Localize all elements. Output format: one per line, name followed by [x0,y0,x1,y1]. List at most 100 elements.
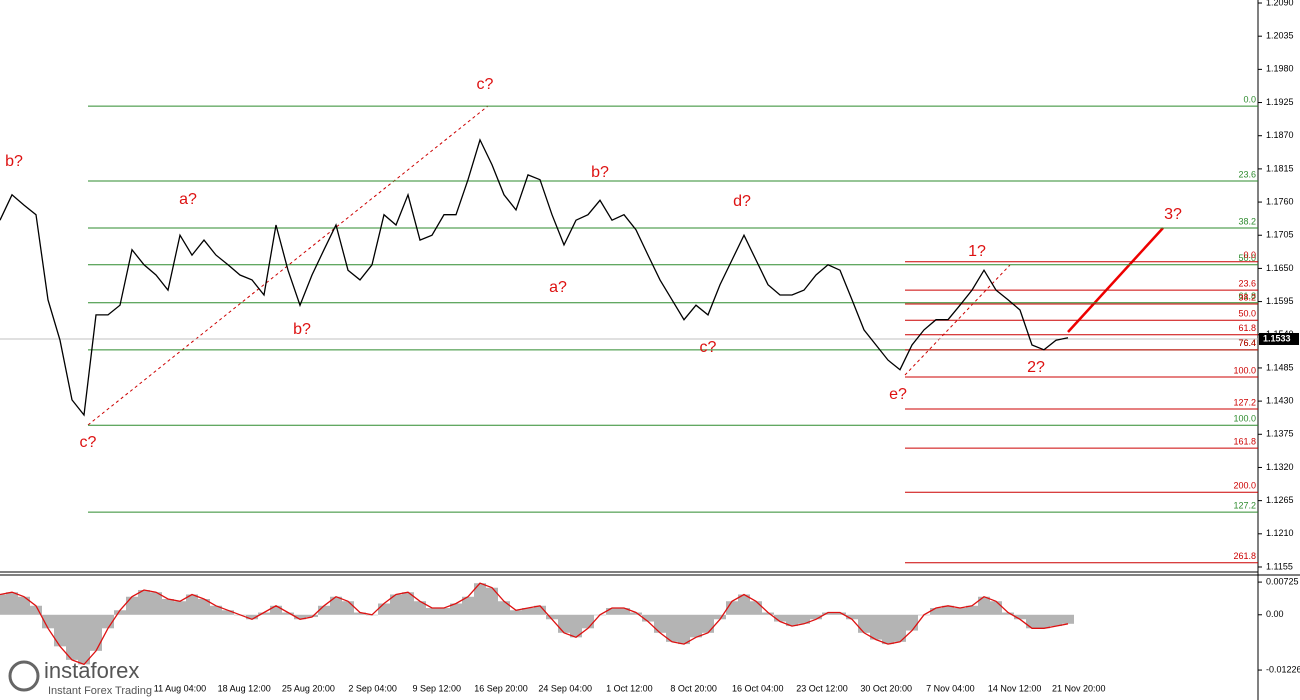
y-tick-label: 1.1155 [1266,561,1293,571]
osc-bar [138,589,150,615]
y-tick-label: 1.1210 [1266,528,1294,538]
osc-bar [666,614,678,642]
osc-bar [762,612,774,615]
wave-label: a? [549,279,567,296]
osc-bar [210,605,222,615]
osc-bar [1026,614,1038,629]
y-tick-label: 1.2090 [1266,0,1294,7]
osc-bar [690,614,702,638]
osc-bar [1050,614,1062,627]
y-tick-label: 1.1705 [1266,230,1294,240]
osc-bar [294,614,306,620]
fib-label: 23.6 [1238,169,1256,179]
osc-bar [30,605,42,615]
osc-bar [534,605,546,615]
osc-bar [450,603,462,615]
y-tick-label: 1.1595 [1266,296,1294,306]
price-line [0,138,1069,417]
trend-dashed [87,105,489,426]
osc-tick-label: -0.01226 [1266,664,1300,674]
fib-label: 50.0 [1238,309,1256,319]
x-tick-label: 23 Oct 12:00 [796,683,848,693]
osc-bar [522,608,534,615]
osc-tick-label: 0.00725 [1266,576,1299,586]
osc-bar [222,610,234,615]
fib-label: 61.8 [1238,291,1256,301]
x-tick-label: 30 Oct 20:00 [860,683,912,693]
y-tick-label: 1.1980 [1266,64,1294,74]
x-tick-label: 7 Nov 04:00 [926,683,975,693]
x-tick-label: 1 Oct 12:00 [606,683,653,693]
osc-bar [78,614,90,665]
y-tick-label: 1.1485 [1266,362,1294,372]
osc-bar [966,605,978,615]
osc-bar [318,605,330,615]
osc-bar [618,608,630,615]
x-tick-label: 16 Sep 20:00 [474,683,528,693]
fib-label: 100.0 [1233,414,1256,424]
x-tick-label: 16 Oct 04:00 [732,683,784,693]
osc-bar [198,598,210,615]
fib-label: 23.6 [1238,279,1256,289]
x-tick-label: 2 Sep 04:00 [348,683,397,693]
logo: instaforex Instant Forex Trading [8,658,152,697]
wave-label: b? [591,164,609,181]
osc-bar [414,601,426,615]
osc-bar [702,614,714,633]
osc-bar [6,592,18,615]
osc-bar [990,601,1002,615]
osc-bar [738,594,750,615]
osc-bar [786,614,798,627]
wave-label: c? [700,339,717,356]
osc-bar [894,614,906,642]
osc-bar [942,605,954,615]
osc-bar [390,594,402,615]
osc-bar [18,596,30,615]
osc-bar [42,614,54,629]
fib-label: 50.0 [1238,253,1256,263]
osc-bar [750,601,762,615]
logo-name: instaforex [44,658,139,683]
osc-bar [1038,614,1050,629]
logo-icon [8,660,40,692]
osc-bar [0,594,6,615]
osc-bar [258,612,270,615]
fib-label: 261.8 [1233,551,1256,561]
forecast-arrow [1067,227,1164,333]
y-tick-label: 1.1265 [1266,495,1294,505]
x-tick-label: 9 Sep 12:00 [413,683,462,693]
wave-label: a? [179,191,197,208]
logo-tagline: Instant Forex Trading [48,685,152,697]
osc-tick-label: 0.00 [1266,609,1284,619]
osc-bar [630,612,642,615]
osc-bar [678,614,690,645]
osc-bar [162,598,174,615]
osc-bar [498,601,510,615]
wave-label: 3? [1164,206,1182,223]
osc-bar [66,614,78,660]
osc-bar [1002,612,1014,615]
osc-bar [282,612,294,615]
osc-bar [642,614,654,622]
osc-bar [546,614,558,620]
osc-bar [810,614,822,620]
osc-bar [54,614,66,647]
osc-bar [558,614,570,633]
osc-bar [858,614,870,633]
wave-label: d? [733,193,751,210]
fib-label: 0.0 [1243,95,1256,105]
y-tick-label: 1.1870 [1266,130,1294,140]
fib-label: 200.0 [1233,481,1256,491]
osc-bar [402,592,414,615]
osc-bar [174,601,186,615]
osc-bar [582,614,594,629]
osc-bar [606,608,618,615]
fib-label: 38.2 [1238,292,1256,302]
osc-bar [114,610,126,615]
osc-bar [378,603,390,615]
y-tick-label: 1.1815 [1266,163,1294,173]
osc-bar [90,614,102,651]
fib-label: 76.4 [1238,338,1256,348]
osc-bar [486,587,498,615]
